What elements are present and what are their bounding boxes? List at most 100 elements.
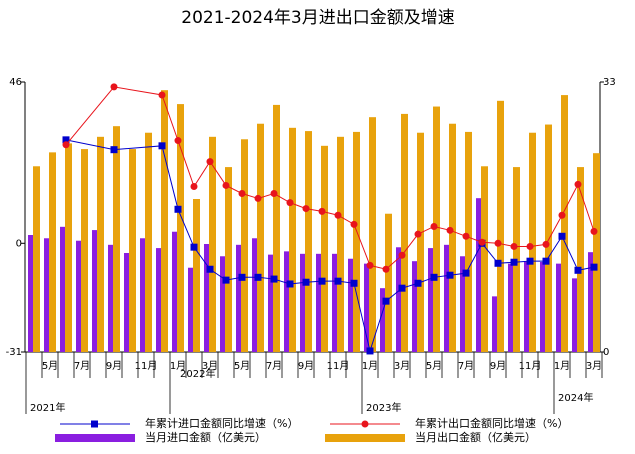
- x-tick-label: 9月: [490, 360, 506, 372]
- marker: [414, 230, 422, 238]
- marker: [110, 146, 118, 154]
- x-tick-label: 7月: [74, 360, 90, 372]
- marker: [414, 279, 422, 287]
- marker: [158, 142, 166, 150]
- marker: [206, 158, 214, 166]
- legend-marker: [91, 420, 98, 428]
- bar: [76, 240, 83, 352]
- bar: [44, 238, 51, 352]
- bar: [460, 256, 467, 352]
- y-tick-label: -31: [6, 347, 22, 358]
- bar: [465, 131, 472, 352]
- bar: [225, 167, 232, 352]
- marker: [462, 269, 470, 277]
- marker: [62, 136, 70, 144]
- bar: [449, 123, 456, 353]
- x-tick-label: 3月: [202, 360, 218, 372]
- x-tick-label: 7月: [266, 360, 282, 372]
- x-tick-label: 3月: [394, 360, 410, 372]
- legend-label: 年累计出口金额同比增速（%）: [415, 416, 568, 430]
- bar: [433, 106, 440, 352]
- x-tick-label: 5月: [42, 360, 58, 372]
- bar: [113, 126, 120, 352]
- marker: [222, 276, 230, 284]
- bar: [380, 288, 387, 352]
- x-tick-label: 9月: [106, 360, 122, 372]
- bar: [540, 262, 547, 352]
- marker: [238, 190, 246, 198]
- marker: [222, 181, 230, 189]
- marker: [398, 284, 406, 292]
- bar: [273, 104, 280, 352]
- marker: [350, 279, 358, 287]
- bar: [204, 244, 211, 352]
- bar: [161, 90, 168, 352]
- marker: [158, 91, 166, 99]
- marker: [350, 220, 358, 228]
- bar: [348, 258, 355, 352]
- x-tick-label: 11月: [327, 360, 350, 372]
- marker: [558, 232, 566, 240]
- y-tick-label: 46: [9, 77, 22, 88]
- marker: [318, 207, 326, 215]
- marker: [270, 275, 278, 283]
- bar: [364, 263, 371, 352]
- bar: [412, 261, 419, 352]
- bar: [177, 104, 184, 352]
- bar: [145, 132, 152, 352]
- bar: [385, 213, 392, 352]
- marker: [542, 240, 550, 248]
- bar: [529, 132, 536, 352]
- bar: [268, 254, 275, 352]
- marker: [462, 232, 470, 240]
- marker: [510, 258, 518, 266]
- x-tick-label: 11月: [519, 360, 542, 372]
- y2-tick-label: 33: [603, 77, 616, 88]
- marker: [494, 259, 502, 267]
- marker: [110, 83, 118, 91]
- bar: [417, 132, 424, 352]
- bar: [220, 256, 227, 352]
- y2-tick-label: 0: [603, 347, 609, 358]
- year-label: 2022年: [180, 367, 215, 380]
- x-tick-label: 5月: [234, 360, 250, 372]
- bar: [556, 263, 563, 352]
- marker: [430, 222, 438, 230]
- bar: [252, 238, 259, 352]
- marker: [302, 205, 310, 213]
- marker: [446, 226, 454, 234]
- bar: [156, 248, 163, 352]
- bar: [428, 248, 435, 352]
- legend-swatch: [55, 434, 135, 442]
- marker: [382, 297, 390, 305]
- x-tick-label: 5月: [426, 360, 442, 372]
- bar: [108, 244, 115, 352]
- x-tick-label: 7月: [458, 360, 474, 372]
- bar: [49, 152, 56, 352]
- marker: [526, 242, 534, 250]
- marker: [574, 180, 582, 188]
- bar: [28, 235, 35, 352]
- legend-label: 当月进口金额（亿美元）: [145, 430, 266, 444]
- bar: [60, 226, 67, 352]
- bar: [508, 263, 515, 352]
- marker: [190, 182, 198, 190]
- bar: [209, 136, 216, 352]
- bar: [97, 136, 104, 352]
- marker: [398, 251, 406, 259]
- bar: [92, 230, 99, 352]
- bar: [369, 117, 376, 352]
- x-tick-label: 3月: [586, 360, 602, 372]
- legend-label: 年累计进口金额同比增速（%）: [145, 416, 298, 430]
- bar: [337, 136, 344, 352]
- bar: [305, 131, 312, 352]
- bar: [129, 149, 136, 352]
- bar: [444, 244, 451, 352]
- y-tick-label: 0: [16, 238, 22, 249]
- bar: [481, 166, 488, 352]
- bar: [316, 253, 323, 352]
- bar: [524, 262, 531, 352]
- bar: [289, 127, 296, 353]
- marker: [542, 257, 550, 265]
